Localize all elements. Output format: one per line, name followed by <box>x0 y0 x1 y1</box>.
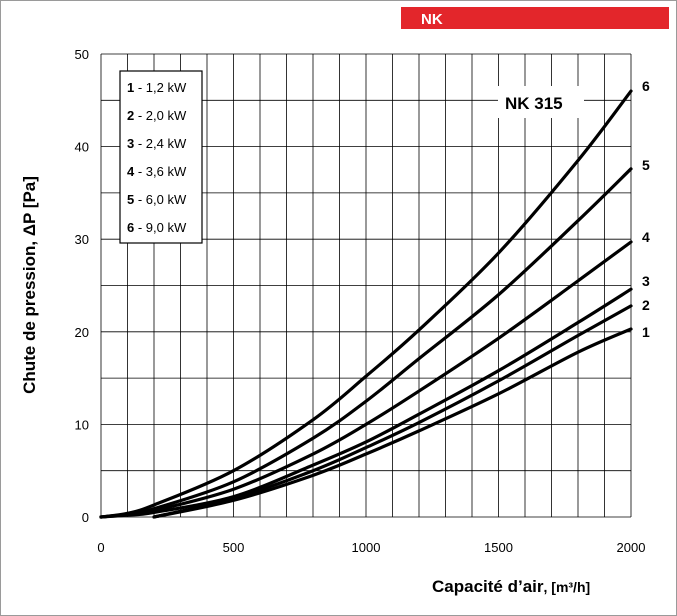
curve-label-4: 4 <box>642 229 650 245</box>
y-tick-label: 40 <box>75 140 89 155</box>
y-tick-label: 30 <box>75 232 89 247</box>
model-series-tag <box>401 7 669 29</box>
y-axis-ticks: 0 10 20 30 40 50 <box>75 47 89 525</box>
legend-entry: 4 - 3,6 kW <box>127 164 187 179</box>
model-label-group: NK 315 <box>498 86 584 118</box>
x-tick-label: 1500 <box>484 540 513 555</box>
curve-label-6: 6 <box>642 78 650 94</box>
curve-label-1: 1 <box>642 324 650 340</box>
x-axis-title: Capacité d’air <box>432 577 544 596</box>
curve-labels: 1 2 3 4 5 6 <box>642 78 650 340</box>
y-axis-title: Chute de pression, ΔP [Pa] <box>20 176 39 394</box>
chart-series <box>99 89 633 519</box>
x-axis-title-group: Capacité d’air, [m³/h] <box>432 577 590 596</box>
series-line-2 <box>152 304 633 519</box>
x-axis-ticks: 0 500 1000 1500 2000 <box>97 540 645 555</box>
series-line-1 <box>152 327 633 519</box>
legend-entry: 3 - 2,4 kW <box>127 136 187 151</box>
x-tick-label: 2000 <box>617 540 646 555</box>
series-line-6 <box>99 89 633 519</box>
model-label-box <box>498 86 584 118</box>
series-line-5 <box>99 167 633 519</box>
x-axis-unit: , [m³/h] <box>544 579 591 595</box>
y-tick-label: 50 <box>75 47 89 62</box>
model-label: NK 315 <box>505 94 563 113</box>
legend-entry: 5 - 6,0 kW <box>127 192 187 207</box>
legend-entry: 6 - 9,0 kW <box>127 220 187 235</box>
y-tick-label: 0 <box>82 510 89 525</box>
x-tick-label: 500 <box>223 540 245 555</box>
model-series-tag-label: NK <box>421 11 443 28</box>
curve-label-3: 3 <box>642 273 650 289</box>
legend-box <box>119 70 203 244</box>
y-tick-label: 20 <box>75 325 89 340</box>
chart-legend: 1 - 1,2 kW 2 - 2,0 kW 3 - 2,4 kW 4 - 3,6 kW… <box>119 70 203 244</box>
y-tick-label: 10 <box>75 417 89 432</box>
curve-label-2: 2 <box>642 297 650 313</box>
legend-entry: 1 - 1,2 kW <box>127 80 187 95</box>
x-tick-label: 0 <box>97 540 104 555</box>
x-tick-label: 1000 <box>352 540 381 555</box>
curve-label-5: 5 <box>642 157 650 173</box>
legend-entry: 2 - 2,0 kW <box>127 108 187 123</box>
